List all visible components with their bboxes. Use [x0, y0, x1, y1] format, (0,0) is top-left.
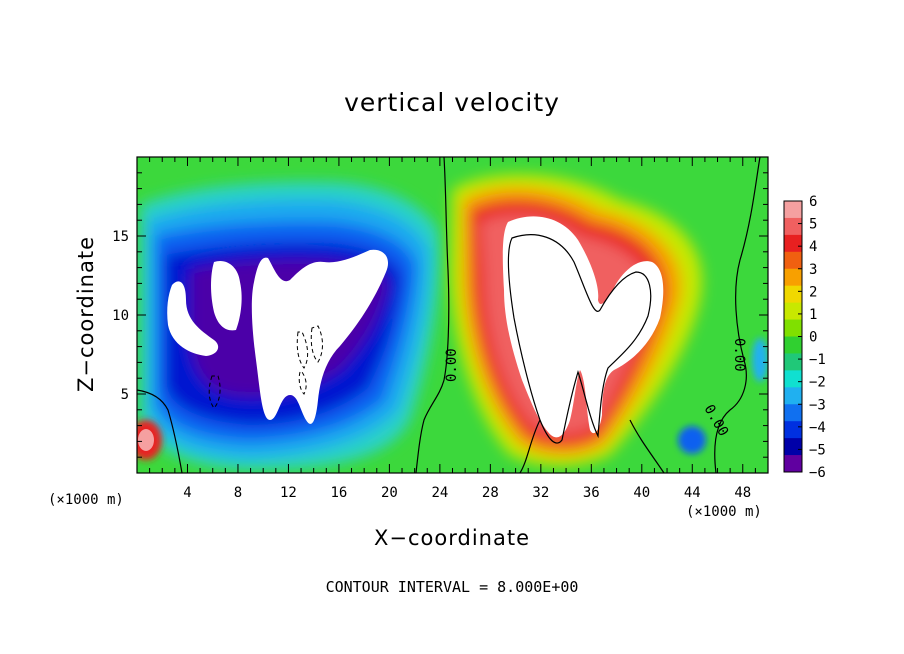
- colorbar-swatch: [784, 404, 802, 422]
- x-tick-label: 44: [684, 485, 701, 501]
- colorbar-swatch: [784, 370, 802, 388]
- x-tick-label: 28: [482, 485, 499, 501]
- colorbar-swatch: [784, 353, 802, 371]
- colorbar-swatch: [784, 302, 802, 321]
- colorbar-swatch: [784, 251, 802, 270]
- colorbar-tick-label: 2: [809, 284, 817, 300]
- colorbar-swatch: [784, 455, 802, 473]
- y-tick-label: 10: [112, 308, 129, 324]
- colorbar-tick-label: −2: [809, 375, 826, 391]
- colorbar-tick-label: 1: [809, 307, 817, 323]
- contour-label-2: 0.00: [731, 338, 747, 372]
- x-tick-label: 48: [734, 485, 751, 501]
- x-tick-label: 20: [381, 485, 398, 501]
- colorbar-swatch: [784, 438, 802, 456]
- contour-interval-note: CONTOUR INTERVAL = 8.000E+00: [325, 578, 579, 596]
- colorbar-swatch: [784, 285, 802, 304]
- colorbar-tick-label: −1: [809, 352, 826, 368]
- x-tick-label: 12: [280, 485, 297, 501]
- x-unit-left: (×1000 m): [48, 492, 124, 508]
- colorbar-tick-label: 3: [809, 262, 817, 278]
- colorbar-tick-label: −3: [809, 397, 826, 413]
- x-tick-label: 40: [633, 485, 650, 501]
- colorbar-swatch: [784, 217, 802, 236]
- colorbar-swatch: [784, 336, 802, 354]
- velocity-field: 0.00 0.00 0.00: [137, 157, 768, 473]
- x-tick-label: 16: [330, 485, 347, 501]
- colorbar-tick-label: 0: [809, 330, 817, 346]
- colorbar-tick-label: −4: [809, 420, 826, 436]
- colorbar-swatch: [784, 421, 802, 439]
- colorbar-tick-label: 4: [809, 239, 817, 255]
- colorbar-swatch: [784, 387, 802, 405]
- colorbar-tick-label: −5: [809, 442, 826, 458]
- x-tick-label: 24: [431, 485, 448, 501]
- colorbar-tick-label: −6: [809, 465, 826, 481]
- colorbar-swatch: [784, 201, 802, 219]
- y-tick-label: 5: [121, 387, 129, 403]
- x-unit-right: (×1000 m): [686, 504, 762, 520]
- contour-label-1: 0.00: [444, 348, 460, 382]
- colorbar-tick-label: 6: [809, 194, 817, 210]
- x-tick-label: 36: [583, 485, 600, 501]
- x-tick-label: 8: [234, 485, 242, 501]
- colorbar-swatch: [784, 234, 802, 253]
- colorbar: 6 5 4 3 2 1 0 −1 −2 −3 −4 −5 −6: [783, 194, 826, 481]
- colorbar-swatch: [784, 268, 802, 287]
- colorbar-tick-label: 5: [809, 217, 817, 233]
- x-tick-label: 4: [183, 485, 191, 501]
- y-tick-label: 15: [112, 229, 129, 245]
- colorbar-swatch: [784, 319, 802, 337]
- chart-title: vertical velocity: [344, 88, 560, 117]
- x-axis-label: X−coordinate: [374, 526, 530, 550]
- x-tick-label: 32: [532, 485, 549, 501]
